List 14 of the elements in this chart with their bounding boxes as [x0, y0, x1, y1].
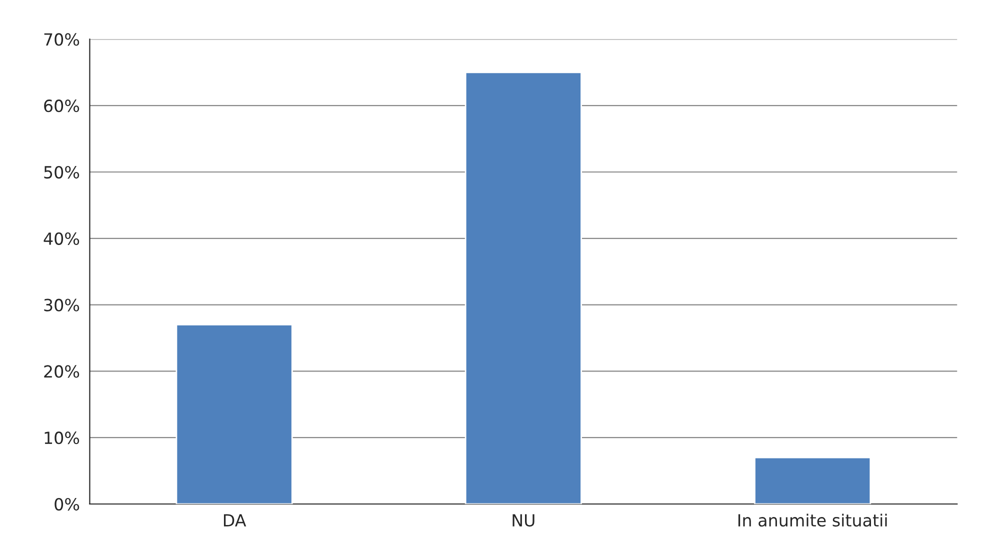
y-tick-label: 30% [44, 298, 80, 312]
y-tick-label: 10% [44, 432, 80, 444]
x-tick-label: NU [512, 514, 534, 527]
bar [464, 72, 582, 504]
y-tick-label: 0% [54, 498, 80, 511]
x-tick-label: In anumite situatii [738, 514, 887, 527]
y-tick-label: 70% [44, 33, 80, 46]
y-tick-label: 60% [44, 100, 80, 112]
y-tick-label: 40% [44, 232, 80, 245]
bar [754, 456, 872, 504]
y-tick-label: 50% [44, 166, 80, 179]
x-tick-label: DA [224, 514, 246, 526]
bar [176, 324, 293, 504]
y-tick-label: 20% [44, 365, 80, 378]
